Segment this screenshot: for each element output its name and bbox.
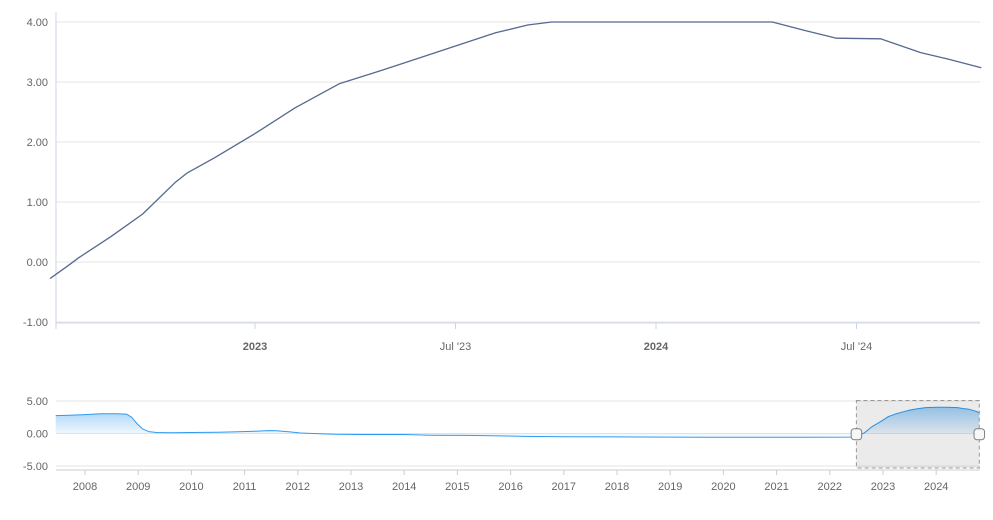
navigator-handle-left[interactable]: [850, 428, 863, 441]
main-x-axis-label: Jul '24: [841, 341, 872, 353]
main-x-axis-label: 2024: [644, 341, 669, 353]
main-y-axis-label: -1.00: [23, 317, 48, 329]
navigator-x-axis-label: 2021: [764, 481, 788, 493]
main-chart: 4.00 3.00 2.00 1.00 0.00 -1.00 2023 Jul '23 2024…: [23, 12, 982, 353]
navigator-x-axis-label: 2017: [552, 481, 576, 493]
navigator-x-axis-label: 2019: [658, 481, 682, 493]
main-series-line: [49, 21, 982, 279]
main-y-axis-label: 4.00: [27, 17, 48, 29]
navigator-x-axis-label: 2013: [339, 481, 363, 493]
navigator-x-axis-label: 2012: [286, 481, 310, 493]
navigator-chart: 5.00 0.00 -5.00 2008 2009 2010 2011 2012 2013 201…: [23, 396, 986, 493]
navigator-x-axis-label: 2011: [233, 481, 257, 493]
navigator-x-axis-label: 2018: [605, 481, 629, 493]
main-plot-area[interactable]: [56, 12, 980, 323]
navigator-selection-mask[interactable]: [856, 400, 980, 469]
navigator-track[interactable]: [56, 401, 980, 469]
navigator-x-axis-label: 2010: [179, 481, 203, 493]
navigator-x-axis-label: 2008: [73, 481, 97, 493]
main-x-axis-label: Jul '23: [440, 341, 471, 353]
navigator-x-axis-label: 2014: [392, 481, 416, 493]
navigator-x-axis-label: 2020: [711, 481, 735, 493]
main-y-axis-label: 0.00: [27, 257, 48, 269]
navigator-handle-right[interactable]: [973, 428, 986, 441]
navigator-series-line: [55, 406, 980, 438]
navigator-y-axis-label: 5.00: [27, 396, 48, 408]
navigator-y-axis-label: -5.00: [23, 461, 48, 473]
main-y-axis-label: 3.00: [27, 77, 48, 89]
main-x-axis-label: 2023: [243, 341, 267, 353]
navigator-x-axis-label: 2022: [818, 481, 842, 493]
navigator-x-axis-label: 2009: [126, 481, 150, 493]
navigator-x-axis-label: 2024: [924, 481, 948, 493]
navigator-x-axis-label: 2023: [871, 481, 895, 493]
navigator-x-axis-label: 2015: [445, 481, 469, 493]
main-y-axis-label: 2.00: [27, 137, 48, 149]
main-y-axis-label: 1.00: [27, 197, 48, 209]
navigator-y-axis-label: 0.00: [27, 429, 48, 441]
navigator-x-axis-label: 2016: [498, 481, 522, 493]
